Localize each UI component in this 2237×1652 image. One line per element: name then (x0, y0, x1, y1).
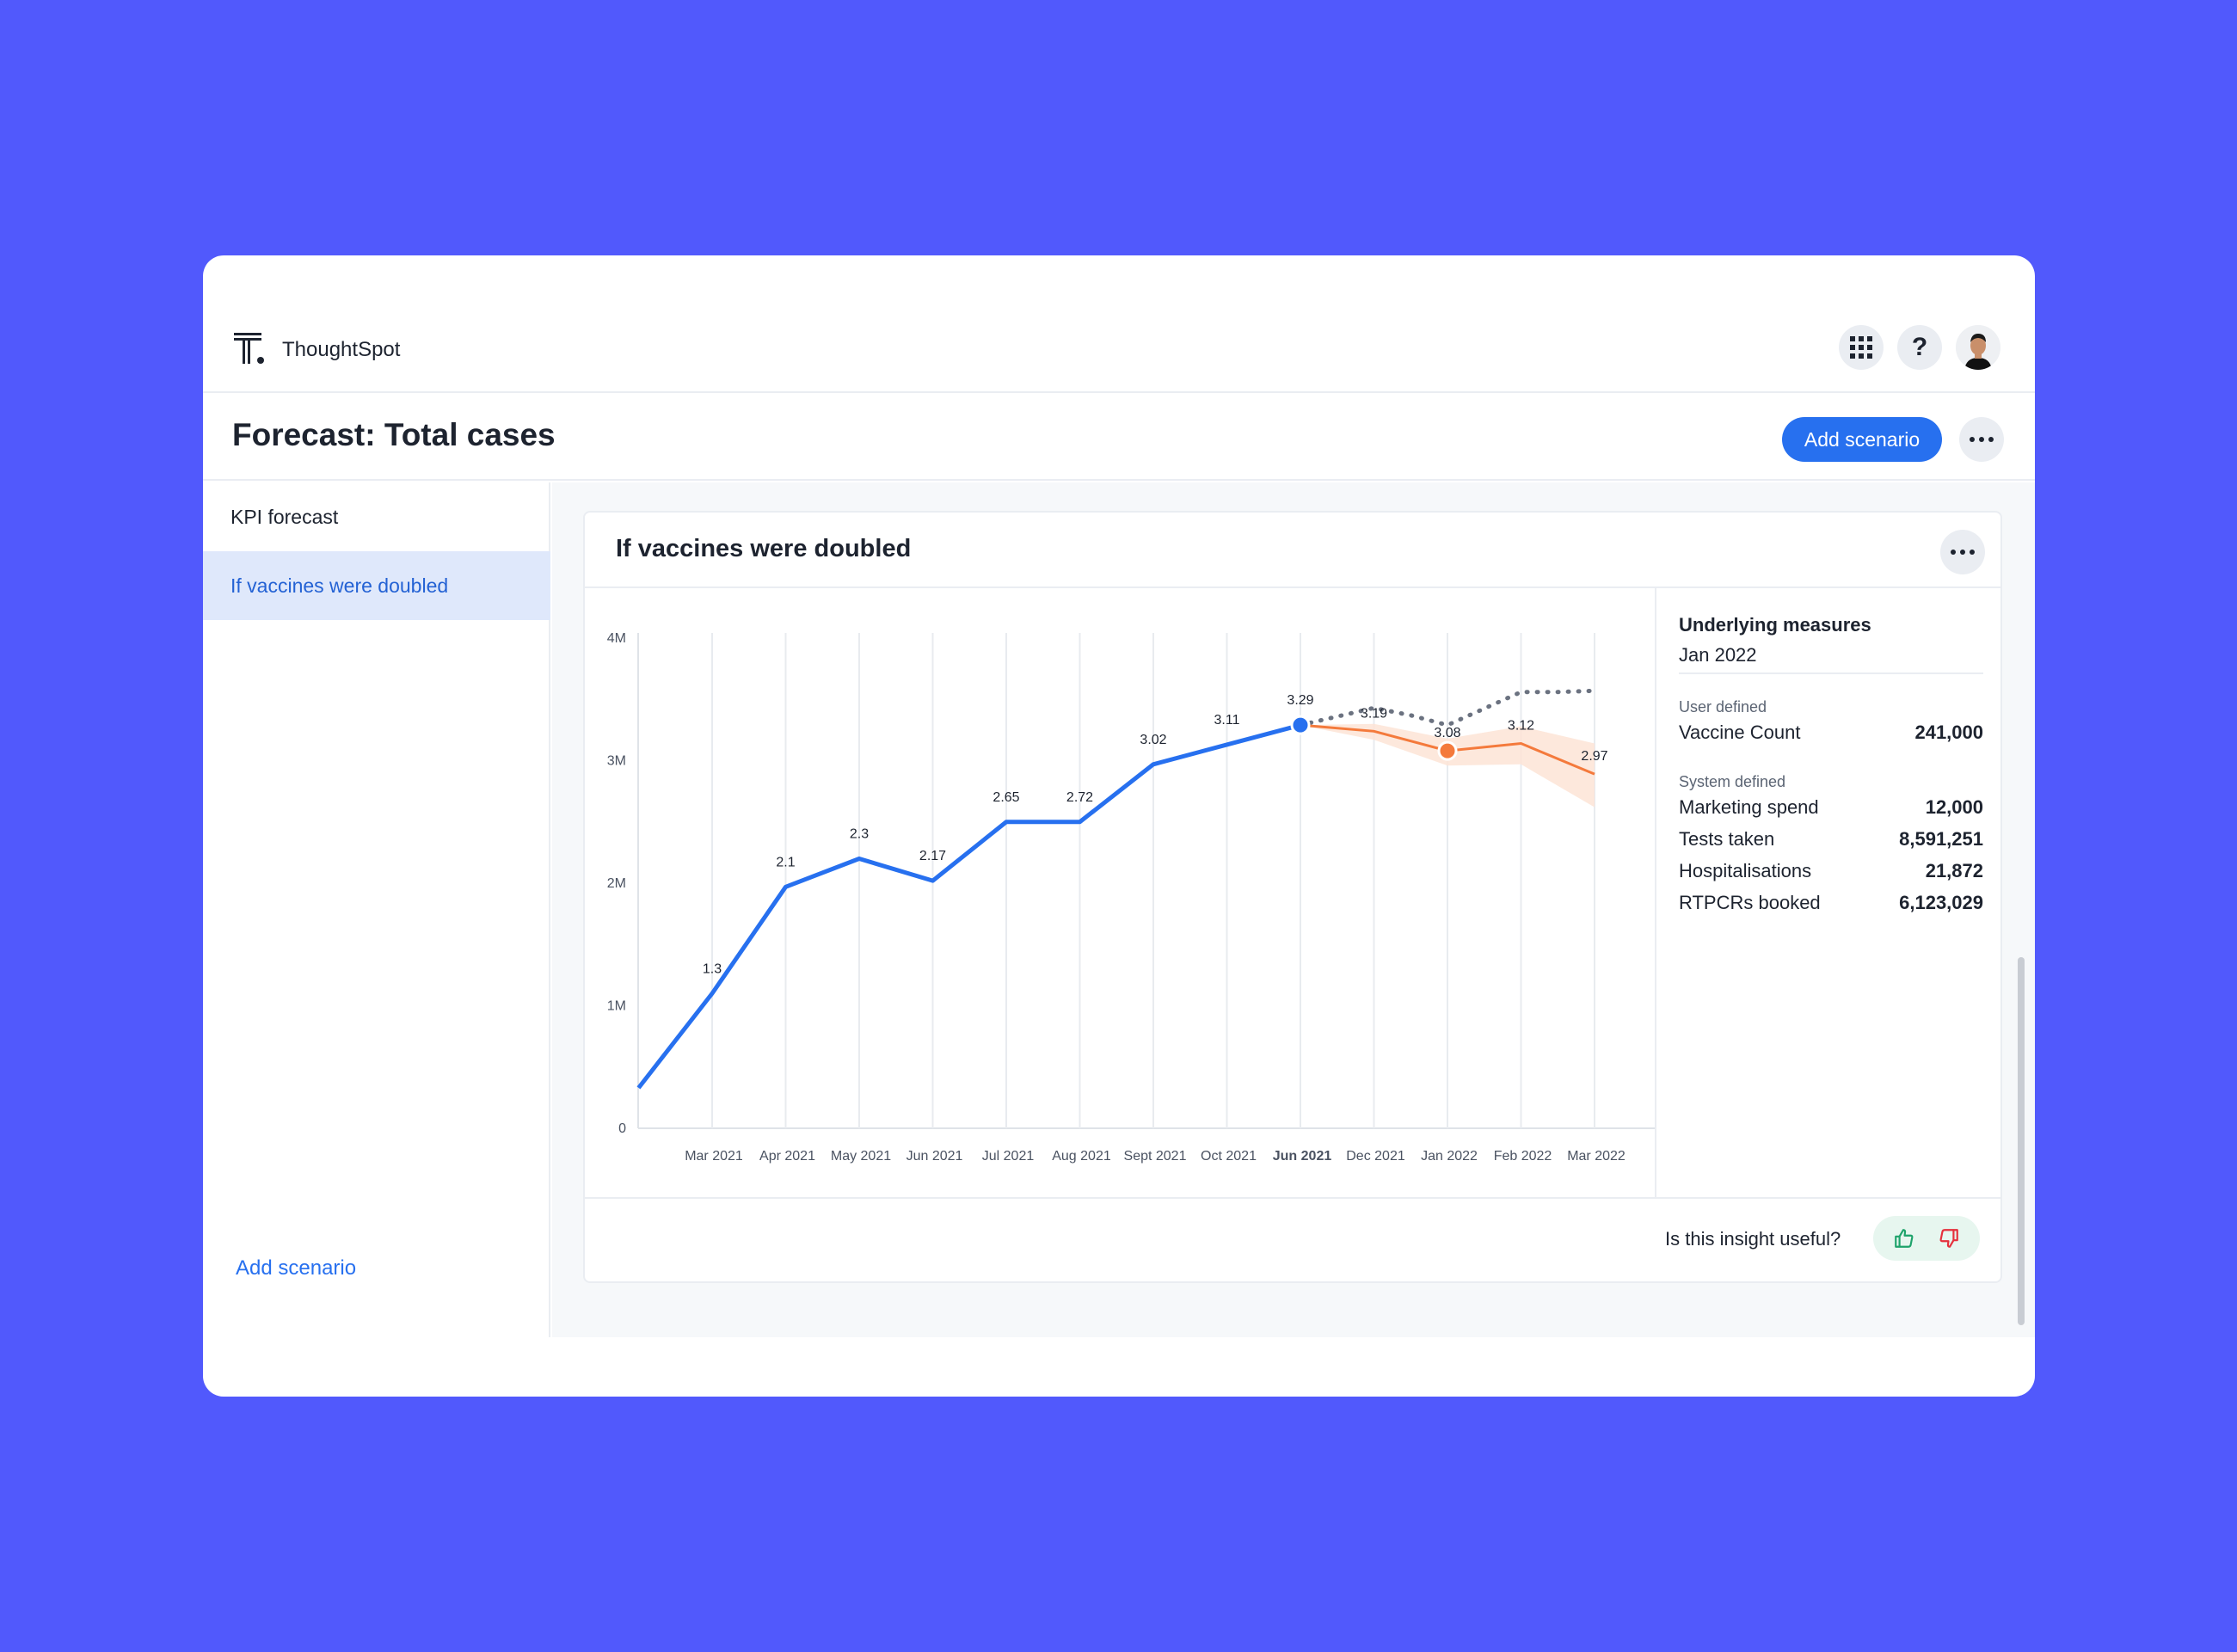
sidebar: KPI forecast If vaccines were doubled Ad… (203, 482, 550, 1337)
data-label: 2.72 (1066, 790, 1093, 805)
sidebar-item-vaccines-doubled[interactable]: If vaccines were doubled (203, 551, 550, 620)
logo-mark[interactable] (234, 333, 267, 365)
apps-grid-icon (1850, 336, 1872, 359)
more-icon (1951, 550, 1975, 555)
data-label: 3.08 (1434, 726, 1460, 740)
card-more-button[interactable] (1940, 530, 1985, 574)
x-tick-label: Aug 2021 (1052, 1149, 1111, 1164)
sidebar-add-scenario-link[interactable]: Add scenario (236, 1256, 357, 1280)
brand-name: ThoughtSpot (282, 338, 401, 361)
thumbs-up-button[interactable] (1887, 1221, 1921, 1256)
data-label: 3.11 (1214, 713, 1240, 728)
data-label: 2.17 (919, 849, 946, 863)
data-label: 2.65 (993, 790, 1019, 805)
x-tick-label: Jan 2022 (1421, 1149, 1478, 1164)
page-header (203, 395, 2035, 481)
measure-row: Marketing spend 12,000 (1679, 796, 1983, 819)
y-tick-label: 2M (607, 876, 626, 891)
data-label: 1.3 (703, 961, 722, 976)
measure-value: 8,591,251 (1899, 828, 1983, 850)
forecast-chart: Mar 2021 Apr 2021 May 2021 Jun 2021 Jul 2021… (607, 631, 1655, 1164)
y-tick-label: 1M (607, 999, 626, 1014)
baseline-forecast-line (1298, 688, 1597, 728)
x-tick-label: Jun 2021 (1273, 1149, 1332, 1164)
measure-row: Hospitalisations 21,872 (1679, 860, 1983, 882)
data-label: 2.1 (776, 855, 795, 869)
scenario-card: If vaccines were doubled Mar 2021 Apr 202… (583, 511, 2002, 1283)
data-label: 3.19 (1361, 706, 1387, 721)
actual-line (636, 722, 1301, 1090)
measure-label: Marketing spend (1679, 796, 1819, 818)
x-tick-label: Jul 2021 (982, 1149, 1035, 1164)
app-window: ThoughtSpot ? Forecast: Total cases Add … (203, 255, 2035, 1397)
thumbs-down-button[interactable] (1932, 1221, 1966, 1256)
x-tick-label: May 2021 (831, 1149, 891, 1164)
measure-value: 12,000 (1925, 796, 1983, 818)
help-icon: ? (1911, 333, 1928, 361)
chart-panel: Mar 2021 Apr 2021 May 2021 Jun 2021 Jul 2021… (585, 588, 1655, 1197)
avatar-image (1956, 325, 2000, 370)
highlight-point (1290, 715, 1311, 735)
x-tick-label: Jun 2021 (906, 1149, 963, 1164)
measure-label: Tests taken (1679, 828, 1775, 850)
card-title: If vaccines were doubled (616, 535, 912, 562)
x-tick-label: Oct 2021 (1201, 1149, 1257, 1164)
top-nav (203, 316, 2035, 393)
divider (585, 586, 2000, 588)
data-label: 3.29 (1287, 693, 1313, 708)
y-tick-label: 3M (607, 754, 626, 769)
sidebar-item-label: KPI forecast (230, 505, 339, 528)
x-tick-label: Apr 2021 (759, 1149, 815, 1164)
divider (585, 1197, 2000, 1199)
add-scenario-button[interactable]: Add scenario (1782, 417, 1942, 462)
scrollbar[interactable] (2018, 957, 2025, 1325)
data-label: 3.12 (1508, 719, 1534, 734)
measure-label: Vaccine Count (1679, 722, 1801, 743)
measure-value: 21,872 (1925, 860, 1983, 881)
system-defined-label: System defined (1679, 773, 1786, 790)
x-tick-label: Mar 2021 (685, 1149, 743, 1164)
x-tick-label: Dec 2021 (1346, 1149, 1405, 1164)
sidebar-item-kpi-forecast[interactable]: KPI forecast (203, 482, 550, 551)
measure-value: 241,000 (1914, 722, 1983, 743)
measure-row: Tests taken 8,591,251 (1679, 828, 1983, 851)
data-label: 3.02 (1140, 733, 1166, 747)
divider (1679, 672, 1983, 674)
x-tick-label: Sept 2021 (1124, 1149, 1187, 1164)
thumbs-down-icon (1939, 1229, 1958, 1248)
sidebar-item-label: If vaccines were doubled (230, 574, 449, 597)
data-label: 2.97 (1581, 749, 1607, 764)
more-options-button[interactable] (1959, 417, 2004, 462)
user-defined-label: User defined (1679, 698, 1767, 715)
x-tick-label: Feb 2022 (1494, 1149, 1552, 1164)
more-icon (1970, 437, 1994, 442)
measure-row: Vaccine Count 241,000 (1679, 722, 1983, 744)
help-button[interactable]: ? (1897, 325, 1942, 370)
data-label: 2.3 (850, 827, 869, 842)
avatar[interactable] (1956, 325, 2000, 370)
main-area: If vaccines were doubled Mar 2021 Apr 202… (552, 482, 2035, 1337)
insight-question: Is this insight useful? (1665, 1228, 1841, 1250)
divider (1655, 588, 1656, 1197)
measure-row: RTPCRs booked 6,123,029 (1679, 892, 1983, 914)
measures-title: Underlying measures (1679, 614, 1871, 636)
page-title: Forecast: Total cases (232, 417, 556, 452)
underlying-measures-panel: Underlying measures Jan 2022 User define… (1656, 588, 2002, 1197)
thumbs-up-icon (1895, 1229, 1914, 1248)
apps-button[interactable] (1839, 325, 1884, 370)
highlight-point (1437, 740, 1458, 761)
measure-value: 6,123,029 (1899, 892, 1983, 913)
y-tick-label: 4M (607, 631, 626, 646)
feedback-buttons (1873, 1216, 1980, 1261)
y-tick-label: 0 (618, 1121, 626, 1136)
measures-date: Jan 2022 (1679, 644, 1757, 666)
measure-label: RTPCRs booked (1679, 892, 1821, 913)
x-tick-label: Mar 2022 (1567, 1149, 1626, 1164)
measure-label: Hospitalisations (1679, 860, 1812, 881)
